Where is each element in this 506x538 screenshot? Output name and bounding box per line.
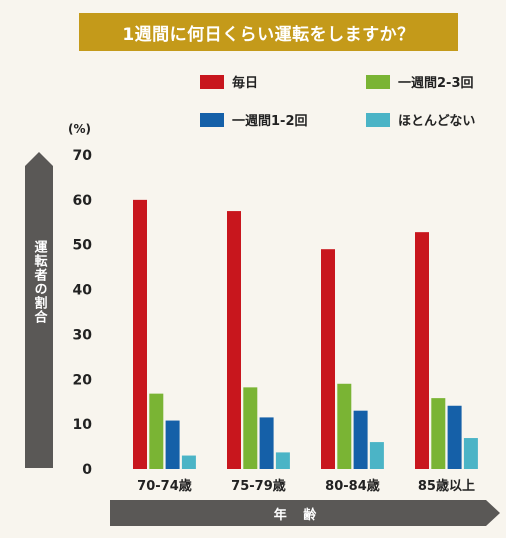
- bar: [463, 438, 478, 469]
- legend-swatch-1-2-per-week: [200, 112, 224, 127]
- bar: [353, 410, 368, 469]
- x-tick-label: 75-79歳: [231, 478, 286, 494]
- legend-label-1-2-per-week: 一週間1-2回: [232, 114, 308, 129]
- y-tick-label: 30: [73, 327, 93, 343]
- bar: [133, 199, 147, 469]
- bar: [447, 405, 462, 469]
- x-tick-label: 70-74歳: [137, 478, 192, 494]
- bar: [259, 417, 274, 469]
- legend-swatch-rarely: [366, 112, 390, 127]
- legend-swatch-2-3-per-week: [366, 74, 390, 89]
- bar: [149, 393, 164, 469]
- bar: [369, 442, 384, 469]
- y-tick-label: 60: [73, 193, 93, 209]
- bar: [415, 232, 429, 469]
- y-tick-label: 10: [73, 417, 93, 433]
- legend-item-rarely: ほとんどない: [366, 110, 475, 129]
- legend-item-2-3-per-week: 一週間2-3回: [366, 72, 474, 91]
- x-axis-label: 年 齢: [273, 507, 323, 523]
- bar: [243, 387, 258, 469]
- y-tick-label: 70: [73, 148, 93, 164]
- y-axis-arrow: [25, 152, 53, 468]
- legend-item-1-2-per-week: 一週間1-2回: [200, 110, 308, 129]
- x-axis-ticks: 70-74歳 75-79歳 80-84歳 85歳以上: [137, 478, 475, 494]
- chart-title: 1週間に何日くらい運転をしますか？: [79, 13, 458, 51]
- bar: [337, 383, 352, 469]
- legend-label-daily: 毎日: [232, 76, 259, 91]
- y-tick-label: 50: [73, 238, 93, 254]
- bar: [321, 249, 335, 469]
- bar: [181, 455, 196, 469]
- bars: [133, 199, 478, 470]
- y-tick-label: 40: [73, 283, 93, 299]
- x-axis-arrow: [110, 500, 500, 526]
- legend-item-daily: 毎日: [200, 72, 258, 91]
- legend-label-2-3-per-week: 一週間2-3回: [398, 76, 474, 91]
- legend-swatch-daily: [200, 74, 224, 89]
- bar: [431, 398, 446, 469]
- y-axis-ticks: 0 10 20 30 40 50 60 70: [73, 148, 93, 478]
- x-tick-label: 85歳以上: [418, 478, 475, 494]
- y-axis-label: 運転者の割合: [31, 240, 47, 324]
- bar: [227, 211, 241, 470]
- y-tick-label: 0: [82, 462, 92, 478]
- x-tick-label: 80-84歳: [325, 478, 380, 494]
- legend-label-rarely: ほとんどない: [398, 114, 476, 129]
- bar: [275, 452, 290, 469]
- y-tick-label: 20: [73, 372, 93, 388]
- y-axis-unit: (%): [68, 122, 91, 136]
- bar: [165, 420, 180, 469]
